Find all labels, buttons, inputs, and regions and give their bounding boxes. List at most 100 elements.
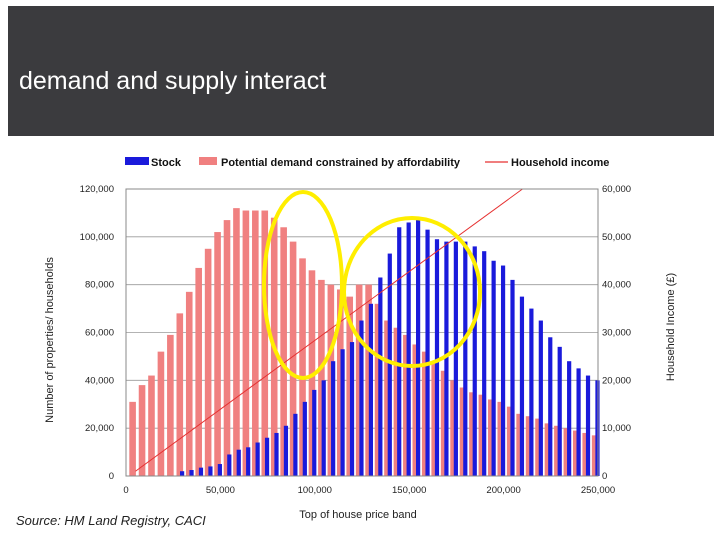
demand-bar <box>167 334 174 476</box>
stock-bar <box>463 241 468 476</box>
demand-bar <box>582 432 590 476</box>
stock-bar <box>331 361 336 476</box>
demand-bar <box>450 380 457 476</box>
stock-bar <box>425 229 430 476</box>
stock-bar <box>491 260 496 476</box>
demand-bar <box>497 401 505 476</box>
y-tick-label: 40,000 <box>85 375 114 386</box>
y2-tick-label: 10,000 <box>602 423 631 434</box>
demand-bar <box>469 392 476 476</box>
demand-bar <box>488 399 495 476</box>
stock-bar <box>397 227 402 476</box>
demand-bar <box>554 425 561 476</box>
legend: Stock Potential demand constrained by af… <box>125 157 609 169</box>
demand-bar <box>138 385 146 476</box>
stock-bar <box>548 337 553 476</box>
stock-bar <box>321 380 326 476</box>
demand-bar <box>195 267 202 476</box>
demand-bar <box>176 313 184 476</box>
stock-bar <box>340 349 345 476</box>
x-axis-label: Top of house price band <box>299 509 416 521</box>
demand-bar <box>233 208 240 476</box>
demand-bar <box>544 423 552 476</box>
stock-bar <box>208 466 213 476</box>
highlight-ellipse-demand <box>262 190 344 380</box>
demand-bar <box>384 320 391 476</box>
plot-frame <box>125 188 599 477</box>
stock-bar <box>557 346 562 476</box>
y2-tick-label: 30,000 <box>602 328 631 339</box>
stock-bar <box>189 470 194 476</box>
demand-bar <box>327 284 335 476</box>
demand-bar <box>572 430 580 476</box>
stock-bar <box>453 241 458 476</box>
y-axis-label: Number of properties/ households <box>44 257 56 423</box>
stock-bar <box>293 413 298 476</box>
stock-bar <box>274 432 279 476</box>
demand-bar <box>289 241 297 476</box>
stock-bar <box>246 447 251 476</box>
stock-bar <box>349 342 355 476</box>
demand-bar <box>299 258 306 476</box>
stock-bar <box>302 401 307 476</box>
demand-bar <box>506 406 514 476</box>
x-tick-label: 50,000 <box>206 485 235 496</box>
y-tick-label: 60,000 <box>85 328 114 339</box>
demand-bar <box>355 284 363 476</box>
demand-bar <box>252 210 259 476</box>
stock-bar <box>585 375 591 476</box>
demand-bar <box>242 210 250 476</box>
source-note: Source: HM Land Registry, CACI <box>16 513 206 528</box>
x-tick-label: 100,000 <box>298 485 332 496</box>
x-tick-label: 200,000 <box>486 485 520 496</box>
demand-bar <box>346 296 354 476</box>
demand-bar <box>591 435 599 476</box>
demand-bar <box>374 303 382 476</box>
demand-bar <box>412 344 420 476</box>
y2-tick-label: 20,000 <box>602 375 631 386</box>
stock-bar <box>510 279 515 476</box>
demand-bar <box>157 351 165 476</box>
stock-bar <box>576 368 581 476</box>
stock-bar <box>406 222 411 476</box>
slide-title: demand and supply interact <box>19 67 327 95</box>
demand-bar <box>365 284 372 476</box>
y2-tick-label: 0 <box>602 471 607 482</box>
demand-bar <box>525 416 533 476</box>
x-tick-label: 0 <box>123 485 128 496</box>
x-axis-ticks: 0 50,000 100,000 150,000 200,000 250,000 <box>123 485 615 496</box>
demand-bar <box>261 210 269 476</box>
demand-bar <box>459 387 467 476</box>
stock-bar <box>519 296 525 476</box>
y-axis-ticks: 0 20,000 40,000 60,000 80,000 100,000 120,000 <box>80 184 114 482</box>
stock-bar <box>180 471 185 476</box>
stock-bar <box>482 251 487 476</box>
stock-bar <box>500 265 506 476</box>
stock-bar <box>227 454 232 476</box>
demand-bar <box>421 351 429 476</box>
legend-label-income: Household income <box>511 157 609 169</box>
stock-bar <box>595 380 600 476</box>
stock-bar <box>567 361 572 476</box>
stock-bar <box>255 442 260 476</box>
y2-tick-label: 50,000 <box>602 232 631 243</box>
stock-bar <box>538 320 543 476</box>
highlight-ellipse-stock <box>342 216 482 368</box>
demand-bar <box>535 418 542 476</box>
demand-bar <box>148 375 155 476</box>
stock-bar <box>198 467 204 476</box>
demand-bar <box>478 394 486 476</box>
stock-bar <box>378 277 383 476</box>
demand-bar <box>280 227 287 476</box>
stock-bar <box>434 239 440 476</box>
y-tick-label: 120,000 <box>80 184 114 195</box>
demand-bar <box>403 334 410 476</box>
legend-swatch-demand <box>199 157 217 165</box>
y-tick-label: 100,000 <box>80 232 114 243</box>
stock-bar <box>387 253 392 476</box>
stock-bar <box>264 437 270 476</box>
legend-label-stock: Stock <box>151 157 182 169</box>
demand-bar <box>336 289 344 476</box>
stock-bar <box>472 246 477 476</box>
stock-bars <box>180 217 600 476</box>
